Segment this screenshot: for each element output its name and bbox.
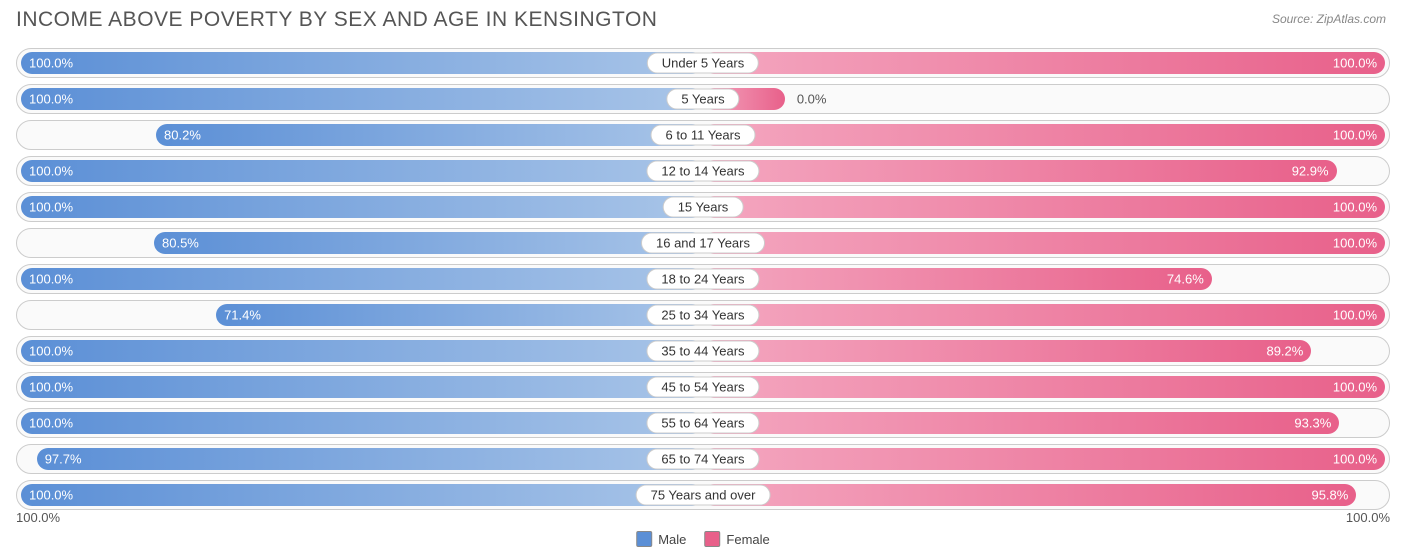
male-bar: 100.0% <box>21 376 703 398</box>
male-bar: 80.2% <box>156 124 703 146</box>
legend-female-label: Female <box>726 532 769 547</box>
female-bar: 100.0% <box>703 196 1385 218</box>
female-bar: 100.0% <box>703 232 1385 254</box>
male-value-label: 100.0% <box>29 272 73 287</box>
male-bar: 100.0% <box>21 160 703 182</box>
female-bar: 95.8% <box>703 484 1356 506</box>
male-bar: 100.0% <box>21 196 703 218</box>
female-value-label: 74.6% <box>1167 272 1204 287</box>
female-bar: 100.0% <box>703 124 1385 146</box>
female-bar: 100.0% <box>703 376 1385 398</box>
female-value-label: 100.0% <box>1333 380 1377 395</box>
male-value-label: 100.0% <box>29 200 73 215</box>
legend-female: Female <box>704 531 769 547</box>
chart-body: 100.0% 100.0% Under 5 Years 100.0% 0.0% 5 Yea… <box>16 48 1390 516</box>
category-label: 5 Years <box>666 89 739 110</box>
category-label: 55 to 64 Years <box>646 413 759 434</box>
male-value-label: 97.7% <box>45 452 82 467</box>
source-attribution: Source: ZipAtlas.com <box>1272 12 1386 26</box>
male-value-label: 100.0% <box>29 92 73 107</box>
female-bar: 100.0% <box>703 304 1385 326</box>
category-label: 12 to 14 Years <box>646 161 759 182</box>
chart-title: INCOME ABOVE POVERTY BY SEX AND AGE IN K… <box>16 8 657 32</box>
chart-row: 100.0% 89.2% 35 to 44 Years <box>16 336 1390 366</box>
male-bar: 100.0% <box>21 52 703 74</box>
legend-male: Male <box>636 531 686 547</box>
legend-male-label: Male <box>658 532 686 547</box>
female-value-label: 100.0% <box>1333 452 1377 467</box>
female-value-label: 92.9% <box>1292 164 1329 179</box>
category-label: 75 Years and over <box>636 485 771 506</box>
female-bar: 93.3% <box>703 412 1339 434</box>
category-label: 16 and 17 Years <box>641 233 765 254</box>
chart-row: 80.2% 100.0% 6 to 11 Years <box>16 120 1390 150</box>
chart-row: 80.5% 100.0% 16 and 17 Years <box>16 228 1390 258</box>
male-bar: 100.0% <box>21 268 703 290</box>
female-value-label: 100.0% <box>1333 56 1377 71</box>
female-value-label: 100.0% <box>1333 236 1377 251</box>
chart-container: INCOME ABOVE POVERTY BY SEX AND AGE IN K… <box>0 0 1406 559</box>
male-value-label: 80.5% <box>162 236 199 251</box>
male-value-label: 100.0% <box>29 488 73 503</box>
chart-row: 100.0% 93.3% 55 to 64 Years <box>16 408 1390 438</box>
category-label: 6 to 11 Years <box>651 125 756 146</box>
female-bar: 89.2% <box>703 340 1311 362</box>
chart-row: 97.7% 100.0% 65 to 74 Years <box>16 444 1390 474</box>
category-label: 18 to 24 Years <box>646 269 759 290</box>
female-bar: 100.0% <box>703 52 1385 74</box>
male-value-label: 100.0% <box>29 164 73 179</box>
female-bar: 74.6% <box>703 268 1212 290</box>
category-label: 25 to 34 Years <box>646 305 759 326</box>
male-value-label: 100.0% <box>29 380 73 395</box>
male-bar: 71.4% <box>216 304 703 326</box>
legend-female-swatch <box>704 531 720 547</box>
category-label: 35 to 44 Years <box>646 341 759 362</box>
female-bar: 92.9% <box>703 160 1337 182</box>
female-value-label: 100.0% <box>1333 308 1377 323</box>
axis-left-label: 100.0% <box>16 510 60 525</box>
male-value-label: 71.4% <box>224 308 261 323</box>
male-bar: 97.7% <box>37 448 703 470</box>
chart-row: 100.0% 92.9% 12 to 14 Years <box>16 156 1390 186</box>
male-value-label: 100.0% <box>29 56 73 71</box>
female-value-label: 100.0% <box>1333 200 1377 215</box>
male-bar: 100.0% <box>21 412 703 434</box>
female-value-label: 93.3% <box>1294 416 1331 431</box>
x-axis: 100.0% 100.0% <box>16 510 1390 525</box>
female-value-label: 0.0% <box>797 92 827 107</box>
category-label: 15 Years <box>663 197 744 218</box>
male-value-label: 100.0% <box>29 416 73 431</box>
chart-row: 100.0% 74.6% 18 to 24 Years <box>16 264 1390 294</box>
chart-row: 100.0% 95.8% 75 Years and over <box>16 480 1390 510</box>
category-label: 45 to 54 Years <box>646 377 759 398</box>
chart-row: 100.0% 100.0% Under 5 Years <box>16 48 1390 78</box>
category-label: Under 5 Years <box>647 53 759 74</box>
category-label: 65 to 74 Years <box>646 449 759 470</box>
chart-row: 71.4% 100.0% 25 to 34 Years <box>16 300 1390 330</box>
male-bar: 80.5% <box>154 232 703 254</box>
male-bar: 100.0% <box>21 88 703 110</box>
chart-row: 100.0% 100.0% 45 to 54 Years <box>16 372 1390 402</box>
male-bar: 100.0% <box>21 484 703 506</box>
chart-row: 100.0% 100.0% 15 Years <box>16 192 1390 222</box>
female-bar: 100.0% <box>703 448 1385 470</box>
male-bar: 100.0% <box>21 340 703 362</box>
legend: Male Female <box>636 531 770 547</box>
axis-right-label: 100.0% <box>1346 510 1390 525</box>
male-value-label: 100.0% <box>29 344 73 359</box>
female-value-label: 95.8% <box>1311 488 1348 503</box>
female-value-label: 100.0% <box>1333 128 1377 143</box>
male-value-label: 80.2% <box>164 128 201 143</box>
female-value-label: 89.2% <box>1266 344 1303 359</box>
chart-row: 100.0% 0.0% 5 Years <box>16 84 1390 114</box>
legend-male-swatch <box>636 531 652 547</box>
